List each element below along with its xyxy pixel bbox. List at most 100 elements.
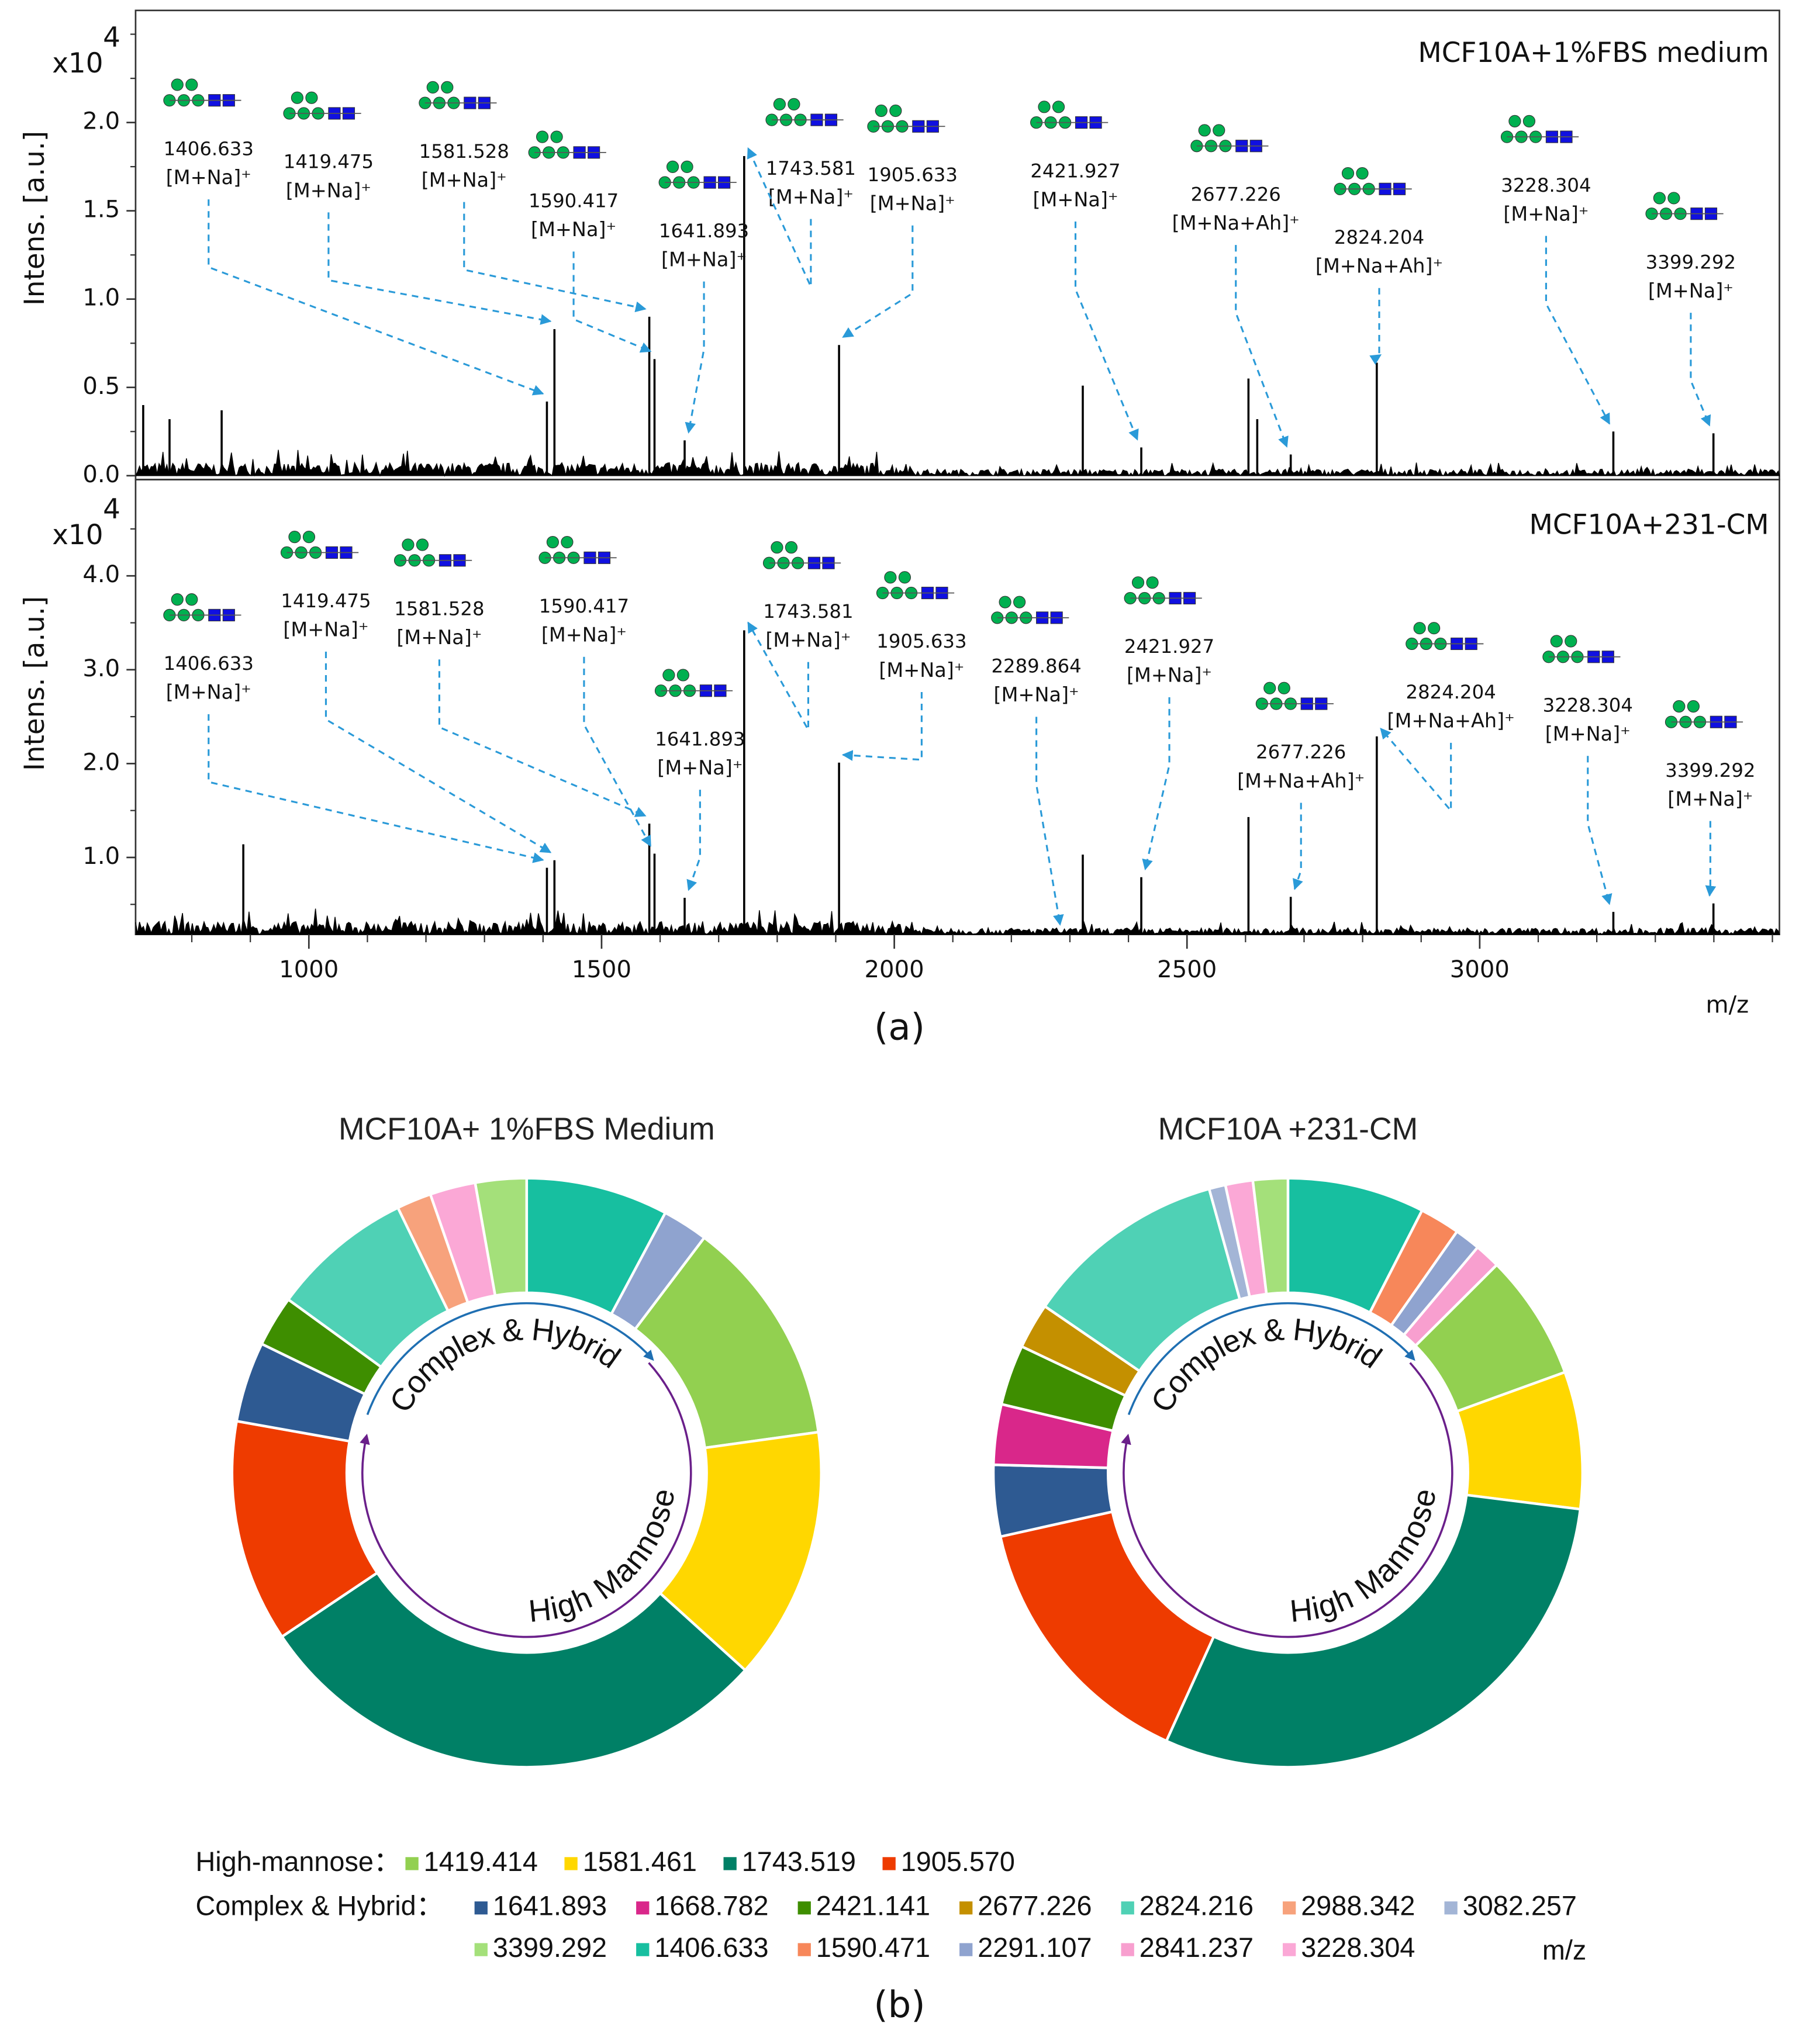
mannose <box>773 98 786 110</box>
annotation-mz: 1419.475 <box>284 151 374 173</box>
mannose <box>1522 115 1536 127</box>
y-tick-label: 1.0 <box>82 843 120 870</box>
legend-label: 2824.216 <box>1140 1891 1254 1921</box>
annotation-arrow <box>463 202 647 313</box>
mannose <box>1263 682 1276 694</box>
x-tick-label: 2000 <box>865 956 924 983</box>
mannose <box>1213 124 1225 137</box>
annotation-arrow <box>1369 288 1382 365</box>
y-scale: x10 <box>52 520 103 551</box>
legend-group-label: Complex & Hybrid： <box>195 1891 443 1921</box>
legend-swatch <box>1283 1943 1296 1956</box>
mannose <box>662 669 675 682</box>
annotation-mz: 2677.226 <box>1256 741 1346 763</box>
annotation-ion: [M+Na]⁺ <box>422 168 507 191</box>
mannose <box>305 91 318 104</box>
annotation-mz: 2421.927 <box>1124 635 1214 658</box>
annotation-mz: 1406.633 <box>164 652 254 675</box>
annotation-ion: [M+Na]⁺ <box>661 248 747 271</box>
x-tick-label: 1500 <box>572 956 631 983</box>
glycan-icon <box>1255 682 1334 710</box>
legend-swatch <box>1444 1901 1458 1915</box>
y-scale: x10 <box>52 48 103 79</box>
glycan-icon <box>1334 167 1412 195</box>
mannose <box>898 571 911 584</box>
glycan-icon <box>163 593 241 621</box>
glycan-icon <box>1500 115 1579 143</box>
mannose <box>1052 101 1065 113</box>
annotation-mz: 2421.927 <box>1030 160 1120 182</box>
annotation-mz: 1743.581 <box>763 600 853 622</box>
annotation-arrow <box>1235 245 1289 448</box>
donut-segment <box>1165 1493 1582 1769</box>
annotation-ion: [M+Na+Ah]⁺ <box>1387 710 1515 732</box>
y-axis-label: Intens. [a.u.] <box>19 596 51 771</box>
glycan-icon <box>867 104 945 133</box>
annotation-ion: [M+Na]⁺ <box>531 218 616 241</box>
annotation-arrow <box>572 251 652 353</box>
mannose <box>291 91 303 104</box>
annotation-arrow <box>1035 717 1064 926</box>
group-arc <box>1127 1302 1415 1415</box>
mannose <box>561 535 574 549</box>
mannose <box>1341 167 1355 180</box>
annotation-mz: 1406.633 <box>164 137 254 160</box>
donut-segment <box>474 1177 529 1298</box>
mannose <box>1687 700 1700 713</box>
mannose <box>875 104 888 117</box>
annotation-mz: 1590.417 <box>539 595 629 617</box>
mannose <box>550 130 563 143</box>
glycan-icon <box>1645 192 1724 220</box>
mannose <box>171 593 184 606</box>
mannose <box>185 593 198 606</box>
y-tick-label: 1.0 <box>82 285 120 312</box>
annotation-mz: 2824.204 <box>1334 226 1424 248</box>
annotation-arrow <box>841 691 923 761</box>
mannose <box>171 78 184 91</box>
annotation-mz: 1905.633 <box>876 630 966 652</box>
mannose <box>889 104 902 117</box>
annotation-ion: [M+Na]⁺ <box>166 166 251 189</box>
legend-label: 1406.633 <box>654 1932 768 1963</box>
panel-title: MCF10A+231-CM <box>1529 509 1769 541</box>
annotation-ion: [M+Na]⁺ <box>541 624 627 646</box>
mannose <box>416 538 429 551</box>
legend-label: 2841.237 <box>1140 1932 1254 1963</box>
glycan-icon <box>1190 124 1269 153</box>
legend-swatch <box>474 1901 488 1915</box>
mannose <box>1508 115 1521 127</box>
donut-segment <box>658 1430 823 1672</box>
legend-label: 1581.461 <box>583 1846 697 1877</box>
glycan-icon <box>393 538 472 567</box>
donut-segment <box>633 1236 820 1450</box>
annotation-ion: [M+Na]⁺ <box>1545 722 1631 745</box>
baseline-noise <box>135 449 1780 478</box>
mannose <box>546 535 560 549</box>
mannose <box>1673 700 1686 713</box>
mannose <box>1413 622 1426 635</box>
annotation-arrow <box>208 199 544 396</box>
mannose <box>1565 635 1577 648</box>
x-axis-label: m/z <box>1705 991 1749 1018</box>
annotation-ion: [M+Na]⁺ <box>1667 788 1753 811</box>
mannose <box>288 531 301 544</box>
mannose <box>771 541 783 554</box>
donut-segment <box>280 1571 747 1769</box>
annotation-arrow <box>324 651 552 853</box>
mannose <box>999 596 1011 608</box>
legend-swatch <box>723 1857 737 1870</box>
y-scale-exp: 4 <box>103 22 120 53</box>
mannose <box>788 98 800 110</box>
donut-segment <box>1251 1177 1290 1296</box>
donut-title: MCF10A+ 1%FBS Medium <box>339 1112 715 1146</box>
panel-label: (a) <box>874 1006 925 1049</box>
legend-unit: m/z <box>1542 1935 1586 1965</box>
panel-label: (b) <box>873 1983 925 2026</box>
legend-swatch <box>959 1943 973 1956</box>
annotation-ion: [M+Na]⁺ <box>166 681 251 704</box>
legend-swatch <box>405 1857 419 1870</box>
annotation-mz: 3228.304 <box>1543 694 1633 716</box>
y-tick-label: 0.5 <box>82 373 120 400</box>
legend-swatch <box>882 1857 896 1870</box>
